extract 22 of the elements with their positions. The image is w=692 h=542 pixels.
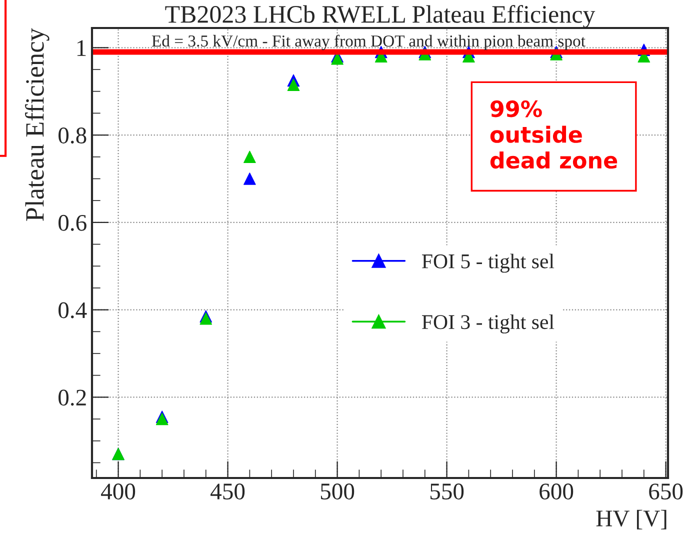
chart-subtitle: Ed = 3.5 kV/cm - Fit away from DOT and within pion beam spot <box>152 34 586 50</box>
point <box>287 78 300 91</box>
chart-title: TB2023 LHCb RWELL Plateau Efficiency <box>165 5 596 28</box>
x-tick-label: 400 <box>101 484 136 500</box>
x-tick-label: 550 <box>430 484 464 500</box>
y-tick-label: 1 <box>77 40 86 56</box>
legend-label: FOI 3 - tight sel <box>422 314 554 334</box>
x-axis-title: HV [V] <box>596 510 666 530</box>
x-tick-label: 600 <box>540 484 574 500</box>
y-tick-label: 0.8 <box>58 128 86 144</box>
y-axis-title: Plateau Efficiency <box>25 28 50 221</box>
x-tick-label: 500 <box>320 484 354 500</box>
y-tick-label: 0.6 <box>58 214 86 231</box>
x-tick-label: 450 <box>210 484 245 500</box>
y-tick-label: 0.4 <box>58 302 87 318</box>
point <box>244 150 256 164</box>
x-tick-label: 650 <box>649 484 683 500</box>
annotation: 99% outside dead zone <box>490 100 618 169</box>
point <box>244 172 256 185</box>
y-tick-label: 0.2 <box>58 390 86 406</box>
legend-label: FOI 5 - tight sel <box>422 254 554 273</box>
point <box>156 412 168 426</box>
